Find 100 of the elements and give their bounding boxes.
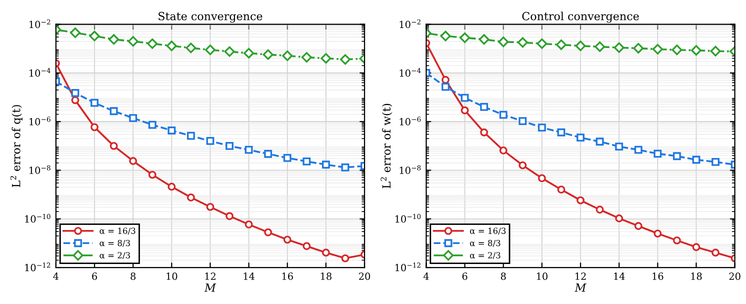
- y-axis-title: L$^{2}$ error of w(t): [380, 104, 392, 188]
- point: [556, 39, 566, 50]
- point: [283, 236, 292, 244]
- point: [499, 110, 508, 119]
- point: [596, 206, 604, 214]
- point: [148, 120, 156, 129]
- x-tick-label: 12: [576, 272, 586, 280]
- point: [672, 152, 681, 160]
- point: [341, 254, 350, 262]
- point: [204, 44, 216, 56]
- x-tick-label: 18: [320, 272, 332, 280]
- point: [538, 124, 546, 132]
- point: [224, 46, 235, 57]
- x-tick-label: 8: [500, 272, 506, 280]
- point: [322, 248, 330, 257]
- y-tick-label: 10$^{−8}$: [400, 165, 421, 174]
- point: [712, 248, 720, 257]
- legend-label: α = 2/3: [470, 252, 500, 260]
- y-tick-label: 10$^{−12}$: [395, 262, 420, 272]
- x-axis-title: M: [204, 284, 216, 292]
- x-tick-label: 14: [614, 272, 625, 280]
- point: [341, 164, 350, 172]
- point: [108, 34, 120, 45]
- point: [634, 146, 642, 154]
- y-tick-label: 10$^{−10}$: [395, 214, 421, 223]
- point: [264, 150, 272, 158]
- point: [244, 48, 254, 58]
- point: [654, 230, 662, 238]
- point: [594, 41, 606, 52]
- y-tick-label: 10$^{−4}$: [30, 68, 50, 77]
- chart-title: State convergence: [158, 12, 262, 23]
- y-tick-label: 10$^{−2}$: [400, 19, 420, 28]
- point: [320, 53, 332, 64]
- point: [652, 44, 663, 54]
- point: [692, 156, 700, 164]
- x-tick-label: 6: [462, 272, 468, 280]
- point: [71, 96, 80, 104]
- point: [148, 170, 156, 179]
- point: [440, 30, 451, 42]
- point: [672, 236, 681, 244]
- point: [517, 37, 528, 48]
- point: [322, 160, 330, 169]
- point: [442, 82, 450, 91]
- point: [576, 134, 584, 142]
- point: [576, 196, 584, 204]
- point: [615, 214, 624, 222]
- point: [186, 132, 195, 140]
- legend-label: α = 8/3: [470, 240, 500, 247]
- point: [557, 186, 566, 194]
- point: [226, 142, 234, 150]
- x-tick-label: 10: [166, 272, 178, 280]
- x-tick-label: 4: [423, 272, 429, 280]
- point: [710, 46, 721, 56]
- point: [206, 202, 214, 211]
- y-axis-title: L$^{2}$ error of q(t): [10, 105, 22, 188]
- point: [633, 42, 644, 54]
- legend-label: α = 2/3: [100, 252, 130, 260]
- y-tick-label: 10$^{−10}$: [25, 214, 50, 223]
- chart-title: Control convergence: [522, 12, 639, 23]
- point: [690, 45, 702, 56]
- legend-label: α = 8/3: [100, 240, 130, 247]
- point: [89, 30, 100, 42]
- point: [340, 54, 350, 65]
- point: [129, 157, 138, 165]
- point: [110, 107, 118, 116]
- x-tick-label: 4: [53, 272, 59, 280]
- x-tick-label: 18: [691, 272, 702, 280]
- point: [168, 182, 176, 191]
- point: [168, 126, 176, 134]
- point: [110, 142, 118, 150]
- point: [282, 50, 293, 62]
- point: [480, 103, 488, 111]
- point: [480, 128, 488, 136]
- point: [460, 94, 469, 102]
- y-tick-label: 10$^{−4}$: [400, 68, 421, 77]
- point: [302, 157, 311, 166]
- point: [226, 212, 234, 220]
- y-tick-label: 10$^{−8}$: [30, 165, 50, 174]
- point: [283, 154, 292, 162]
- point: [499, 146, 508, 154]
- x-tick-label: 20: [358, 272, 370, 280]
- point: [596, 138, 604, 146]
- x-axis-title: M: [574, 284, 586, 292]
- point: [129, 114, 138, 122]
- point: [692, 243, 700, 252]
- x-tick-label: 16: [652, 272, 664, 280]
- point: [712, 158, 720, 166]
- point: [518, 117, 527, 126]
- point: [460, 106, 469, 114]
- point: [654, 150, 662, 158]
- y-tick-label: 10$^{−6}$: [30, 116, 50, 126]
- y-tick-label: 10$^{−2}$: [30, 19, 50, 28]
- x-tick-label: 6: [92, 272, 97, 280]
- point: [166, 40, 177, 52]
- point: [301, 52, 312, 63]
- point: [302, 242, 311, 250]
- point: [672, 44, 682, 56]
- point: [186, 42, 196, 54]
- point: [71, 89, 80, 97]
- x-tick-label: 20: [729, 272, 740, 280]
